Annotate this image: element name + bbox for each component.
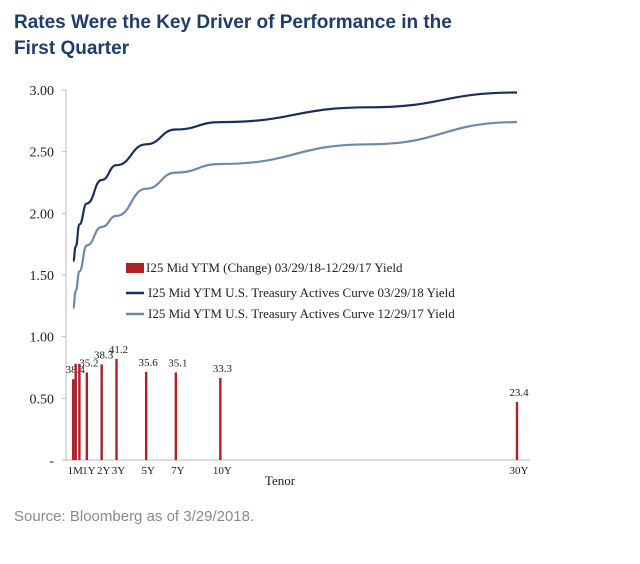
y-tick-label: 1.50 [30,269,55,284]
x-tick-label: 10Y [213,465,232,477]
bar-data-label: 35.2 [79,357,98,369]
curve-2018-line [72,91,518,263]
x-tick-label: 1Y [82,465,96,477]
y-tick-label: 3.00 [30,84,55,99]
x-tick-label: 1M [68,465,84,477]
change-bar [515,402,519,460]
x-tick-label: 3Y [112,465,126,477]
change-bar [100,364,103,460]
change-bar [144,371,148,460]
change-bar [85,372,89,460]
y-tick-label: 2.50 [30,146,55,161]
change-bar [219,377,222,460]
x-tick-label: 30Y [510,465,529,477]
legend-swatch-bar [126,263,144,273]
curve-2017-line [72,121,518,310]
bar-data-label: 33.3 [213,363,233,375]
x-tick-label: 7Y [171,465,185,477]
change-bar [72,379,75,460]
legend-label-2018: I25 Mid YTM U.S. Treasury Actives Curve … [148,285,455,300]
change-bar [74,363,77,460]
x-tick-label: 5Y [141,465,155,477]
bar-data-label: 23.4 [509,387,529,399]
bar-data-label: 38.3 [94,349,114,361]
change-bar [174,372,178,460]
change-bar [78,363,81,460]
bar-data-label: 35.6 [139,357,159,369]
x-axis-title: Tenor [265,473,296,488]
x-tick-label: 2Y [97,465,111,477]
bar-data-label: 41.2 [109,344,128,356]
bar-data-label: 35.1 [168,357,187,369]
y-tick-label: 1.00 [30,331,55,346]
legend-label-2017: I25 Mid YTM U.S. Treasury Actives Curve … [148,306,455,321]
y-tick-label: 0.50 [30,392,55,407]
chart-title: Rates Were the Key Driver of Performance… [14,12,452,59]
y-tick-label: 2.00 [30,207,55,222]
y-tick-label: - [49,454,54,469]
legend-label-change: I25 Mid YTM (Change) 03/29/18-12/29/17 Y… [146,260,403,275]
source-note: Source: Bloomberg as of 3/29/2018. [14,508,255,525]
change-bar [115,358,118,460]
